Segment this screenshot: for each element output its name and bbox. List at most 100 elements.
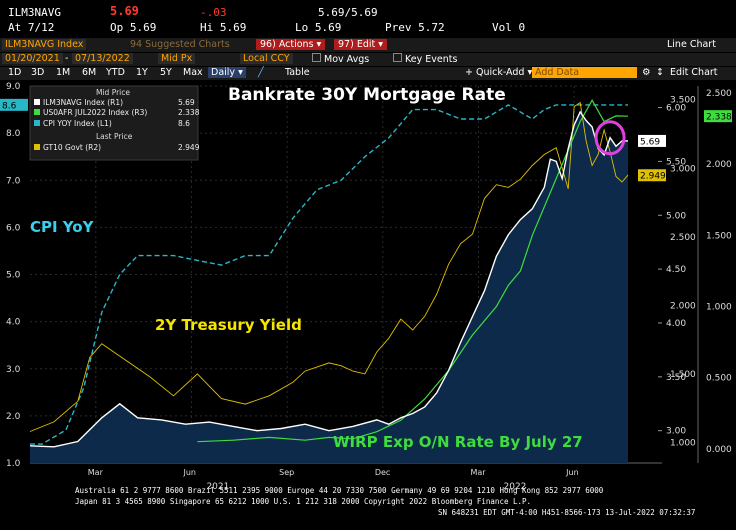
security-field[interactable]: ILM3NAVG Index xyxy=(2,39,87,50)
highlight-circle xyxy=(594,120,626,156)
gt10-value-tag-bg xyxy=(638,169,666,182)
chart-type-icon[interactable]: ╱ xyxy=(258,67,264,78)
date-to[interactable]: 07/13/2022 xyxy=(72,53,133,64)
legend-value: 2.338 xyxy=(178,108,200,117)
right3-axis-tick: 0.000 xyxy=(706,445,732,455)
mortgage-value-tag: 5.69 xyxy=(640,137,660,147)
annotation-wirp: WIRP Exp O/N Rate By July 27 xyxy=(333,433,583,451)
line-chart-title: Line Chart xyxy=(667,39,716,50)
wirp-value-tag: 2.338 xyxy=(706,113,732,123)
cpi-value-tag: 8.6 xyxy=(2,101,17,111)
legend-value: 2.949 xyxy=(178,143,200,152)
toolbar-row-1: ILM3NAVG Index 94 Suggested Charts 96) A… xyxy=(0,38,736,52)
frequency-select[interactable]: Daily ▾ xyxy=(208,67,246,78)
ticker: ILM3NAVG xyxy=(8,6,61,19)
chart-title: Bankrate 30Y Mortgage Rate xyxy=(228,85,506,105)
year-label: 2022 xyxy=(504,482,527,492)
left-axis-tick: 1.0 xyxy=(6,459,21,469)
wirp-value-tag-bg xyxy=(704,110,732,123)
footer-line-3: SN 648231 EDT GMT-4:00 H451-8566-173 13-… xyxy=(438,508,696,517)
period-6m[interactable]: 6M xyxy=(82,67,97,78)
right2-axis-tick: 3.500 xyxy=(670,96,696,106)
date-from[interactable]: 01/20/2021 xyxy=(2,53,63,64)
right2-axis-tick: 2.500 xyxy=(670,233,696,243)
currency-select[interactable]: Local CCY xyxy=(240,53,293,64)
right3-axis-tick: 2.500 xyxy=(706,89,732,99)
frequency-label: Daily xyxy=(211,67,236,78)
mortgage-area xyxy=(30,111,628,464)
mov-avgs-toggle[interactable]: Mov Avgs xyxy=(312,53,369,65)
left-axis-tick: 5.0 xyxy=(6,271,21,281)
actions-menu[interactable]: 96) Actions ▾ xyxy=(256,39,326,50)
x-axis-tick: Sep xyxy=(279,468,294,477)
last-price: 5.69 xyxy=(110,4,139,18)
legend-entry: US0AFR JUL2022 Index (R3) xyxy=(43,108,147,117)
edit-menu[interactable]: 97) Edit ▾ xyxy=(334,39,387,50)
chart: 9.0 8.0 7.0 6.0 5.0 4.0 3.0 2.0 1.0 6.00 5.50 5.00 4… xyxy=(0,80,736,492)
period-max[interactable]: Max xyxy=(183,67,203,78)
settings-icon[interactable]: ⚙ xyxy=(642,67,651,78)
pin-icon[interactable]: ↕ xyxy=(656,67,664,78)
right2-axis-tick: 2.000 xyxy=(670,301,696,311)
x-axis-tick: Mar xyxy=(88,468,104,477)
period-ytd[interactable]: YTD xyxy=(106,67,125,78)
mov-avgs-label: Mov Avgs xyxy=(324,54,370,65)
legend-entry: CPI YOY Index (L1) xyxy=(43,119,112,128)
cpi-line xyxy=(30,104,628,445)
mortgage-line xyxy=(29,110,628,448)
wirp-line xyxy=(197,98,629,443)
left-axis-tick: 6.0 xyxy=(6,223,21,233)
toolbar-row-3: 1D 3D 1M 6M YTD 1Y 5Y Max Daily ▾ ╱ Tabl… xyxy=(0,67,736,80)
period-5y[interactable]: 5Y xyxy=(160,67,172,78)
edit-chart-button[interactable]: Edit Chart xyxy=(670,67,718,78)
right2-axis-tick: 1.500 xyxy=(670,370,696,380)
left-axis-tick: 3.0 xyxy=(6,365,21,375)
period-1y[interactable]: 1Y xyxy=(136,67,148,78)
date-separator: - xyxy=(65,53,69,64)
add-data-field[interactable]: Add Data xyxy=(532,67,637,78)
period-3d[interactable]: 3D xyxy=(31,67,45,78)
left-axis-tick: 7.0 xyxy=(6,176,21,186)
legend-header: Mid Price xyxy=(96,88,130,97)
legend-value: 5.69 xyxy=(178,98,195,107)
period-1m[interactable]: 1M xyxy=(56,67,71,78)
legend-entry: GT10 Govt (R2) xyxy=(43,143,101,152)
key-events-toggle[interactable]: Key Events xyxy=(393,53,457,65)
x-axis-tick: Mar xyxy=(471,468,487,477)
gt10-value-tag: 2.949 xyxy=(640,172,666,182)
quick-add-button[interactable]: + Quick-Add ▾ xyxy=(465,67,533,78)
left-axis-tick: 2.0 xyxy=(6,412,21,422)
left-axis-tick: 8.0 xyxy=(6,129,21,139)
x-axis-tick: Jun xyxy=(565,468,579,477)
table-button[interactable]: Table xyxy=(285,67,310,78)
right2-axis-tick: 1.000 xyxy=(670,438,696,448)
checkbox-icon xyxy=(393,53,402,62)
at-date: At 7/12 xyxy=(8,21,55,34)
legend-value: 8.6 xyxy=(178,119,190,128)
right1-axis-tick: 4.50 xyxy=(666,265,686,275)
price-change: -.03 xyxy=(200,6,227,19)
right1-axis-tick: 5.00 xyxy=(666,211,686,221)
price-type-select[interactable]: Mid Px xyxy=(158,53,196,64)
open-price: Op 5.69 xyxy=(110,21,157,34)
period-1d[interactable]: 1D xyxy=(8,67,22,78)
right1-axis-tick: 4.00 xyxy=(666,319,686,329)
legend-entry: ILM3NAVG Index (R1) xyxy=(43,98,123,107)
legend-swatch xyxy=(34,99,40,105)
legend-box xyxy=(29,85,199,161)
right1-axis-tick: 6.00 xyxy=(666,104,686,114)
right2-axis-tick: 3.000 xyxy=(670,164,696,174)
left-axis-tick: 4.0 xyxy=(6,318,21,328)
right3-axis-tick: 1.000 xyxy=(706,303,732,313)
legend-swatch xyxy=(34,144,40,150)
suggested-charts[interactable]: 94 Suggested Charts xyxy=(130,39,230,50)
checkbox-icon xyxy=(312,53,321,62)
left-axis-tick: 9.0 xyxy=(6,82,21,92)
right1-axis-tick: 5.50 xyxy=(666,157,686,167)
high-price: Hi 5.69 xyxy=(200,21,247,34)
annotation-cpi: CPI YoY xyxy=(30,218,95,236)
x-axis-tick: Dec xyxy=(375,468,390,477)
low-price: Lo 5.69 xyxy=(295,21,342,34)
footer-line-2: Japan 81 3 4565 8900 Singapore 65 6212 1… xyxy=(75,497,532,506)
year-label: 2021 xyxy=(206,482,229,492)
